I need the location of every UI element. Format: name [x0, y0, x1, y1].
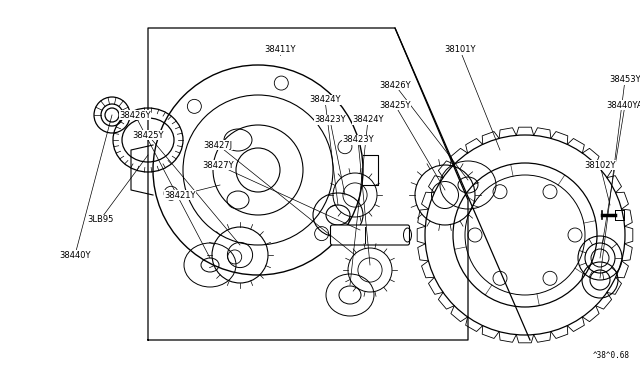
Text: 38424Y: 38424Y [309, 96, 340, 105]
Text: 38423Y: 38423Y [314, 115, 346, 125]
Text: 38424Y: 38424Y [352, 115, 384, 125]
FancyBboxPatch shape [330, 225, 410, 245]
Text: 38411Y: 38411Y [264, 45, 296, 55]
Text: 38440YA: 38440YA [607, 100, 640, 109]
Text: 3LB95: 3LB95 [87, 215, 113, 224]
Text: 38425Y: 38425Y [380, 100, 411, 109]
Text: 38425Y: 38425Y [132, 131, 164, 140]
Text: 38423Y: 38423Y [342, 135, 374, 144]
Text: 38102Y: 38102Y [584, 160, 616, 170]
Text: 38421Y: 38421Y [164, 190, 196, 199]
Text: 38453Y: 38453Y [609, 76, 640, 84]
Text: 38426Y: 38426Y [119, 110, 151, 119]
Text: 38427J: 38427J [204, 141, 232, 150]
Text: ^38^0.68: ^38^0.68 [593, 351, 630, 360]
Text: 38101Y: 38101Y [444, 45, 476, 55]
Text: 38427Y: 38427Y [202, 160, 234, 170]
Text: 38440Y: 38440Y [60, 250, 91, 260]
Text: 38426Y: 38426Y [379, 80, 411, 90]
